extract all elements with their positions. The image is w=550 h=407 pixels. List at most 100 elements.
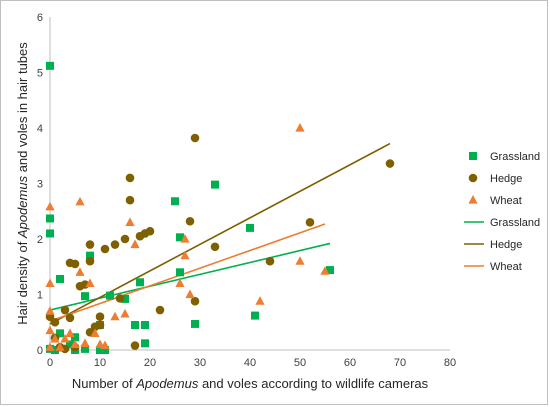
wheat-point [60,333,70,343]
hedge-point [100,244,110,254]
hedge-point [115,294,125,303]
grassland-point [101,346,109,354]
hedge-point [120,234,130,244]
hedge-point [130,341,140,350]
wheat-point [120,308,130,318]
x-tick-label: 60 [344,357,356,369]
data-points [45,61,395,354]
wheat-point [50,333,60,343]
grassland-point [251,311,259,320]
legend-marker-wheat [468,195,478,204]
hedge-point [190,296,200,306]
grassland-point [246,223,254,232]
hedge-point [265,256,275,266]
grassland-point [56,329,64,338]
grassland-point [326,266,334,275]
hedge-point [185,216,195,226]
hedge-point [85,240,95,249]
x-tick-label: 10 [94,357,106,369]
x-tick-label: 70 [394,357,406,369]
x-tick-label: 40 [244,357,256,369]
grassland-point [191,319,199,328]
x-axis-title-suffix: and voles according to wildlife cameras [198,376,428,391]
wheat-point [45,342,55,351]
grassland-point [86,251,94,260]
grassland-point [96,346,104,354]
y-tick-label: 4 [37,123,43,135]
grassland-point [141,339,149,348]
x-axis-title-prefix: Number of [72,376,136,391]
wheat-point [45,201,55,211]
hedge-point [95,320,105,330]
grassland-point [46,214,54,223]
legend-trend-label-wheat: Wheat [490,261,522,273]
hedge-point [210,242,220,252]
wheat-point [100,340,110,350]
grassland-point [121,294,129,303]
legend-marker-hedge [468,173,478,183]
grassland-point [46,61,54,70]
legend-label-grassland: Grassland [490,151,540,163]
hedge-point [125,195,135,205]
x-axis-title: Number of Apodemus and voles according t… [72,376,429,391]
wheat-point [295,256,305,265]
grassland-point [141,321,149,330]
y-axis-title-suffix: and voles in hair tubes [15,42,30,176]
y-tick-label: 1 [37,290,43,302]
wheat-point [75,267,85,276]
y-tick-labels: 0 1 2 3 4 5 6 [37,12,43,357]
hedge-point [60,344,70,354]
grassland-point [81,292,89,301]
y-tick-label: 3 [37,179,43,191]
plot-area: 0 10 20 30 40 50 60 70 80 0 1 2 3 4 5 6 [37,12,456,369]
wheat-point [175,278,185,287]
hedge-point [125,173,135,183]
legend-label-hedge: Hedge [490,173,522,185]
wheat-point [45,278,55,287]
wheat-point [130,239,140,249]
y-tick-label: 2 [37,234,43,246]
y-tick-label: 0 [37,345,43,357]
x-tick-label: 20 [144,357,156,369]
hedge-point [110,240,120,249]
grassland-point [71,333,79,342]
x-tick-label: 80 [444,357,456,369]
trendlines [49,142,391,325]
x-axis-title-italic: Apodemus [135,376,199,391]
wheat-point [255,296,265,305]
x-tick-label: 0 [47,357,53,369]
trendline-hedge [49,142,391,325]
wheat-point [85,278,95,287]
hedge-point [50,317,60,327]
hedge-point [145,226,155,236]
hedge-point [155,305,165,315]
legend: Grassland Hedge Wheat Grassland Hedge Wheat [464,151,540,273]
hedge-point [65,313,75,323]
hedge-point [385,159,395,168]
wheat-point [70,339,80,349]
legend-trend-label-hedge: Hedge [490,239,522,251]
grassland-point [56,274,64,283]
x-tick-label: 50 [294,357,306,369]
wheat-point [55,342,65,351]
grassland-point [51,346,59,354]
grassland-point [176,268,184,277]
grassland-point [81,344,89,353]
wheat-point [80,338,90,347]
grassland-point [46,229,54,238]
wheat-point [45,306,55,315]
y-axis-title-prefix: Hair density of [15,238,30,325]
y-tick-label: 5 [37,68,43,80]
legend-trend-label-grassland: Grassland [490,217,540,229]
wheat-point [180,234,190,243]
x-tick-labels: 0 10 20 30 40 50 60 70 80 [47,357,456,369]
grassland-point [131,321,139,330]
grassland-point [176,233,184,242]
grassland-point [106,291,114,300]
wheat-point [320,266,330,275]
wheat-point [295,123,305,132]
wheat-point [65,328,75,337]
grassland-point [66,340,74,349]
grassland-point [136,278,144,287]
